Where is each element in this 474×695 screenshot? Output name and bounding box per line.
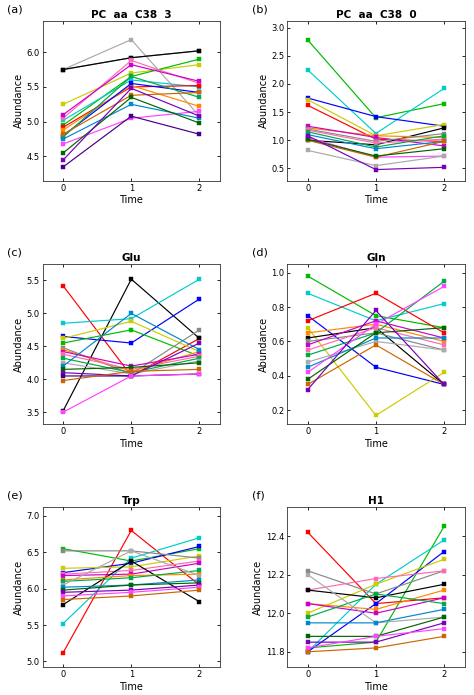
Title: PC  aa  C38  0: PC aa C38 0 [336, 10, 416, 20]
Title: H1: H1 [368, 496, 384, 507]
Title: Gln: Gln [366, 253, 386, 263]
Y-axis label: Abundance: Abundance [253, 559, 263, 615]
Y-axis label: Abundance: Abundance [258, 73, 268, 129]
X-axis label: Time: Time [364, 682, 388, 692]
Text: (d): (d) [252, 247, 268, 258]
Text: (e): (e) [7, 491, 23, 501]
Title: Glu: Glu [121, 253, 141, 263]
Y-axis label: Abundance: Abundance [14, 559, 24, 615]
X-axis label: Time: Time [364, 195, 388, 206]
Text: (c): (c) [7, 247, 22, 258]
Y-axis label: Abundance: Abundance [14, 73, 24, 129]
Title: PC  aa  C38  3: PC aa C38 3 [91, 10, 172, 20]
X-axis label: Time: Time [119, 439, 143, 448]
X-axis label: Time: Time [119, 195, 143, 206]
Y-axis label: Abundance: Abundance [14, 316, 24, 372]
Text: (a): (a) [7, 4, 23, 15]
Text: (f): (f) [252, 491, 264, 501]
Y-axis label: Abundance: Abundance [258, 316, 268, 372]
X-axis label: Time: Time [364, 439, 388, 448]
Title: Trp: Trp [122, 496, 141, 507]
X-axis label: Time: Time [119, 682, 143, 692]
Text: (b): (b) [252, 4, 267, 15]
